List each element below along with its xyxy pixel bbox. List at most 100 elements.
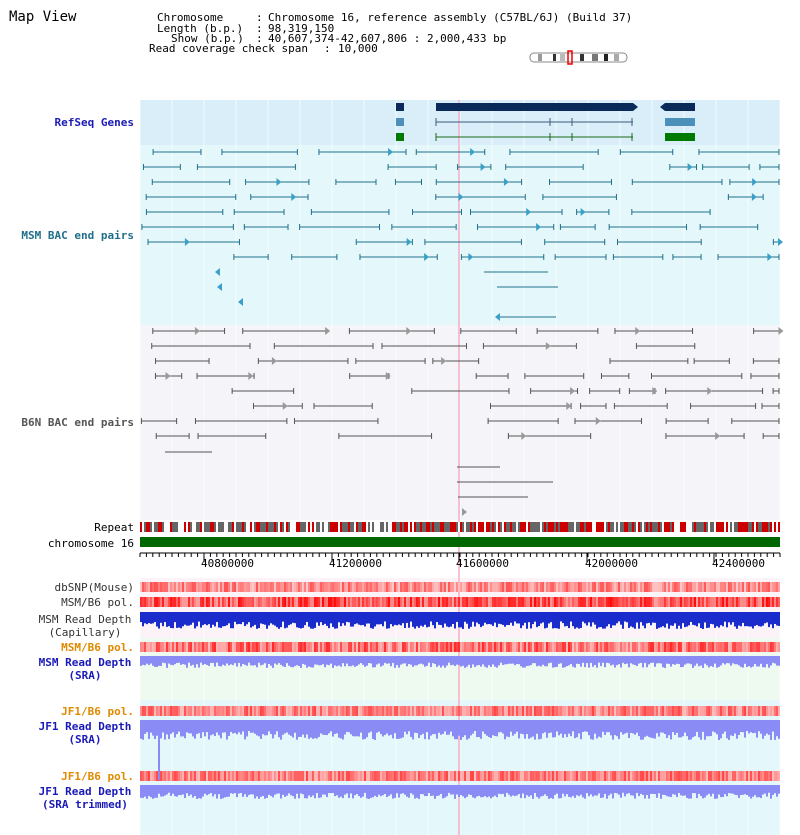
polymorphism-cell [656,582,658,592]
read-depth-bar [600,720,602,738]
polymorphism-cell [326,706,328,716]
read-depth-bar [232,785,234,794]
polymorphism-cell [400,706,402,716]
polymorphism-cell [350,642,352,652]
read-depth-bar [568,785,570,797]
polymorphism-cell [218,642,220,652]
polymorphism-cell [658,597,660,607]
repeat-element [214,522,216,532]
repeat-element [724,522,726,532]
polymorphism-cell [502,771,504,781]
bac-end-arrow [526,208,532,216]
polymorphism-cell [464,582,466,592]
polymorphism-cell [656,642,658,652]
polymorphism-cell [596,771,598,781]
polymorphism-cell [534,706,536,716]
read-depth-bar [260,612,262,624]
read-depth-bar [606,656,608,663]
polymorphism-cell [344,582,346,592]
polymorphism-cell [642,642,644,652]
polymorphism-cell [736,597,738,607]
polymorphism-cell [690,771,692,781]
read-depth-bar [620,656,622,668]
read-depth-bar [146,656,148,664]
polymorphism-cell [208,582,210,592]
read-depth-bar [458,720,460,736]
repeat-element [566,522,568,532]
polymorphism-cell [164,642,166,652]
repeat-element [496,522,498,532]
polymorphism-cell [488,706,490,716]
polymorphism-cell [602,771,604,781]
read-depth-bar [176,785,178,797]
polymorphism-cell [560,642,562,652]
read-depth-bar [632,612,634,628]
polymorphism-cell [322,582,324,592]
read-depth-bar [532,785,534,799]
read-depth-bar [752,720,754,734]
polymorphism-cell [716,642,718,652]
read-depth-bar [250,785,252,795]
read-depth-bar [334,612,336,629]
polymorphism-cell [446,642,448,652]
polymorphism-cell [144,706,146,716]
polymorphism-cell [228,597,230,607]
repeat-element [168,522,170,532]
polymorphism-cell [242,771,244,781]
polymorphism-cell [472,597,474,607]
polymorphism-cell [246,597,248,607]
repeat-element [300,522,302,532]
polymorphism-cell [288,706,290,716]
polymorphism-cell [390,597,392,607]
repeat-element [376,522,378,532]
read-depth-bar [406,656,408,667]
polymorphism-cell [732,582,734,592]
read-depth-bar [602,785,604,798]
polymorphism-cell [590,706,592,716]
polymorphism-cell [402,771,404,781]
polymorphism-cell [194,642,196,652]
repeat-element [756,522,758,532]
polymorphism-cell [712,771,714,781]
repeat-element [458,522,460,532]
polymorphism-cell [270,706,272,716]
read-depth-bar [246,656,248,666]
read-depth-bar [456,785,458,795]
polymorphism-cell [512,597,514,607]
polymorphism-cell [226,771,228,781]
polymorphism-cell [708,771,710,781]
polymorphism-cell [304,642,306,652]
polymorphism-cell [754,642,756,652]
read-depth-bar [516,720,518,732]
polymorphism-cell [328,642,330,652]
read-depth-bar [594,785,596,796]
read-depth-bar [468,612,470,629]
read-depth-bar [172,656,174,666]
bac-end-arrow [194,327,200,335]
repeat-element [286,522,288,532]
polymorphism-cell [680,582,682,592]
read-depth-bar [766,785,768,797]
repeat-element [290,522,292,532]
repeat-element [428,522,430,532]
polymorphism-cell [718,597,720,607]
read-depth-bar [618,656,620,665]
read-depth-bar [508,612,510,626]
polymorphism-cell [564,597,566,607]
read-depth-bar [760,612,762,627]
read-depth-bar [156,612,158,627]
read-depth-bar [306,720,308,735]
read-depth-bar [542,720,544,734]
read-depth-bar [738,656,740,666]
polymorphism-cell [568,706,570,716]
read-depth-bar [200,785,202,799]
repeat-element [750,522,752,532]
polymorphism-cell [310,597,312,607]
polymorphism-cell [310,771,312,781]
polymorphism-cell [386,582,388,592]
polymorphism-cell [528,771,530,781]
polymorphism-cell [464,597,466,607]
polymorphism-cell [230,771,232,781]
read-depth-bar [472,612,474,622]
